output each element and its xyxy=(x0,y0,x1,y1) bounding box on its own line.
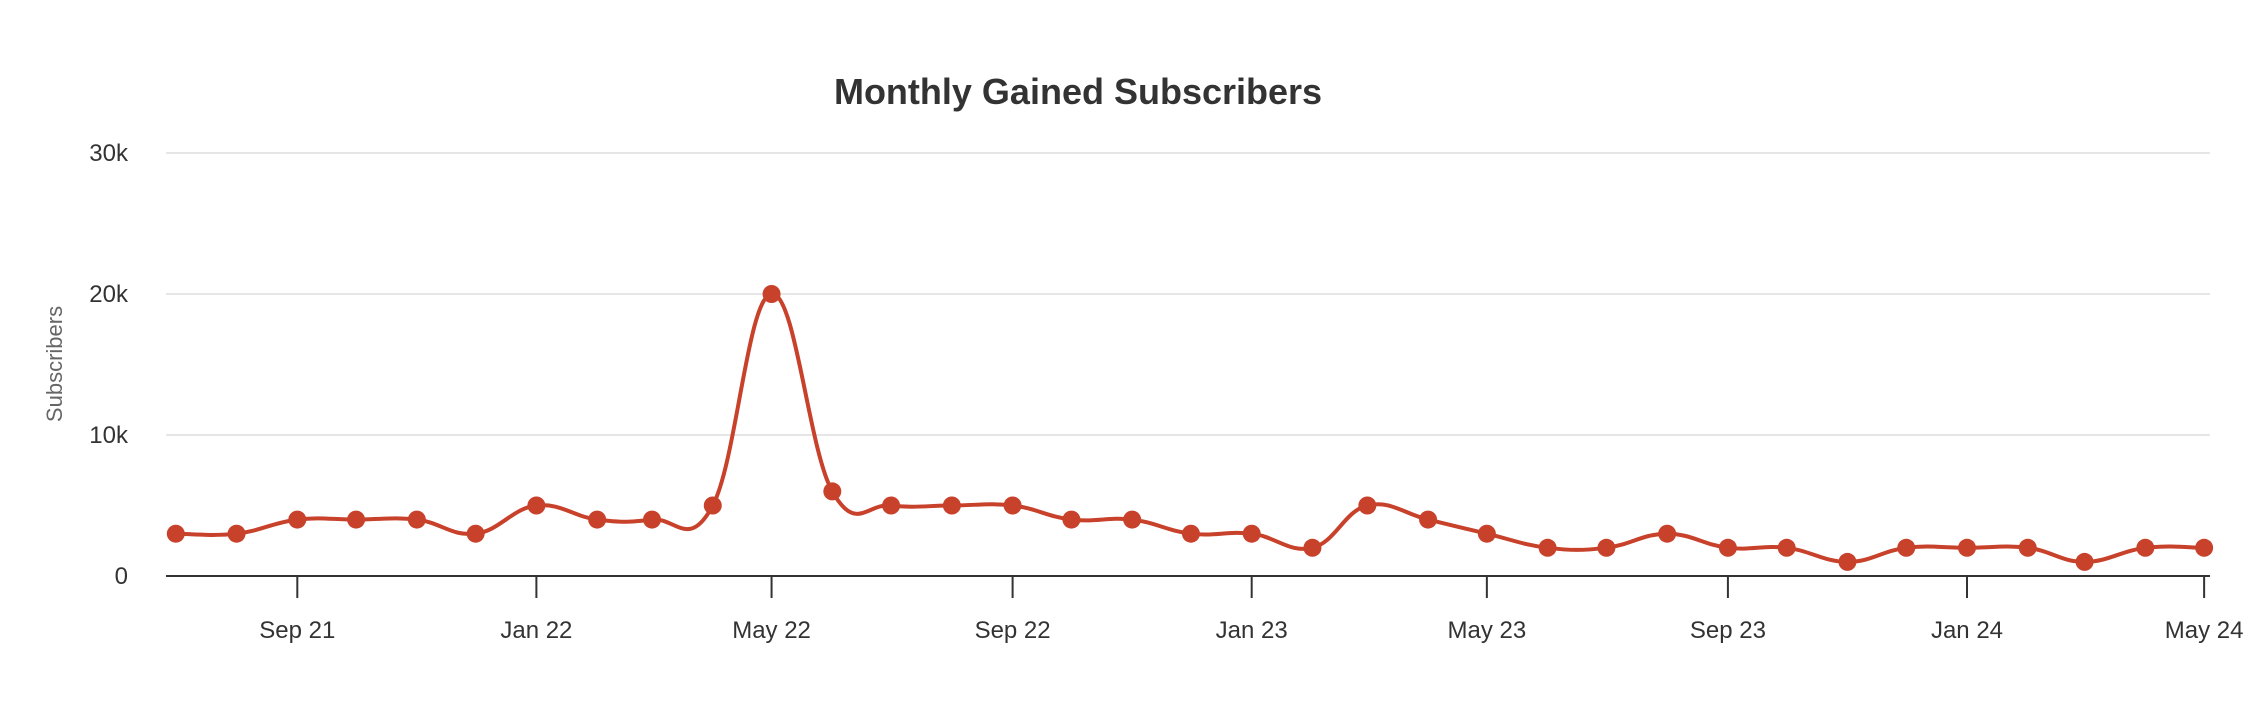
data-point[interactable] xyxy=(882,496,901,515)
y-axis-title: Subscribers xyxy=(42,306,67,422)
data-point[interactable] xyxy=(1718,538,1737,557)
x-tick-label: Jan 23 xyxy=(1216,617,1288,644)
x-tick-label: May 24 xyxy=(2165,617,2244,644)
data-point[interactable] xyxy=(1419,510,1438,529)
data-point[interactable] xyxy=(347,510,366,529)
data-point[interactable] xyxy=(703,496,722,515)
y-axis-labels: 0 10k 20k 30k xyxy=(89,140,129,590)
data-point[interactable] xyxy=(1538,538,1557,557)
data-point[interactable] xyxy=(466,524,485,543)
data-point[interactable] xyxy=(1777,538,1796,557)
data-point[interactable] xyxy=(1838,552,1857,571)
data-point[interactable] xyxy=(942,496,961,515)
y-tick-label: 10k xyxy=(89,422,129,449)
data-point[interactable] xyxy=(288,510,307,529)
data-point[interactable] xyxy=(2075,552,2094,571)
data-point[interactable] xyxy=(527,496,546,515)
data-points xyxy=(166,285,2214,571)
data-point[interactable] xyxy=(1597,538,1616,557)
x-tick-label: Jan 24 xyxy=(1931,617,2003,644)
data-point[interactable] xyxy=(1897,538,1916,557)
data-point[interactable] xyxy=(166,524,185,543)
data-point[interactable] xyxy=(823,482,842,501)
x-axis: Sep 21 Jan 22 May 22 Sep 22 Jan 23 May 23 Sep … xyxy=(166,575,2244,644)
data-point[interactable] xyxy=(1358,496,1377,515)
data-point[interactable] xyxy=(1658,524,1677,543)
chart-title: Monthly Gained Subscribers xyxy=(834,71,1322,112)
series-line xyxy=(173,292,2207,564)
data-point[interactable] xyxy=(2136,538,2155,557)
data-point[interactable] xyxy=(762,285,781,303)
series-layer xyxy=(173,292,2207,564)
data-point[interactable] xyxy=(407,510,426,529)
data-point[interactable] xyxy=(227,524,246,543)
data-point[interactable] xyxy=(1123,510,1142,529)
data-point[interactable] xyxy=(1957,538,1976,557)
data-point[interactable] xyxy=(1181,524,1200,543)
data-point[interactable] xyxy=(1003,496,1022,515)
data-point[interactable] xyxy=(1062,510,1081,529)
x-tick-label: Jan 22 xyxy=(500,617,572,644)
data-point[interactable] xyxy=(2018,538,2037,557)
y-tick-label: 0 xyxy=(115,563,128,590)
y-tick-label: 30k xyxy=(89,140,129,167)
x-tick-label: Sep 21 xyxy=(259,617,335,644)
data-point[interactable] xyxy=(1477,524,1496,543)
x-tick-label: May 23 xyxy=(1448,617,1527,644)
x-tick-label: Sep 22 xyxy=(975,617,1051,644)
data-point[interactable] xyxy=(1242,524,1261,543)
x-tick-label: May 22 xyxy=(732,617,811,644)
data-point[interactable] xyxy=(588,510,607,529)
y-tick-label: 20k xyxy=(89,281,129,308)
x-tick-label: Sep 23 xyxy=(1690,617,1766,644)
gridlines xyxy=(166,152,2210,436)
data-point[interactable] xyxy=(2195,538,2214,557)
data-point[interactable] xyxy=(1303,538,1322,557)
data-point[interactable] xyxy=(643,510,662,529)
